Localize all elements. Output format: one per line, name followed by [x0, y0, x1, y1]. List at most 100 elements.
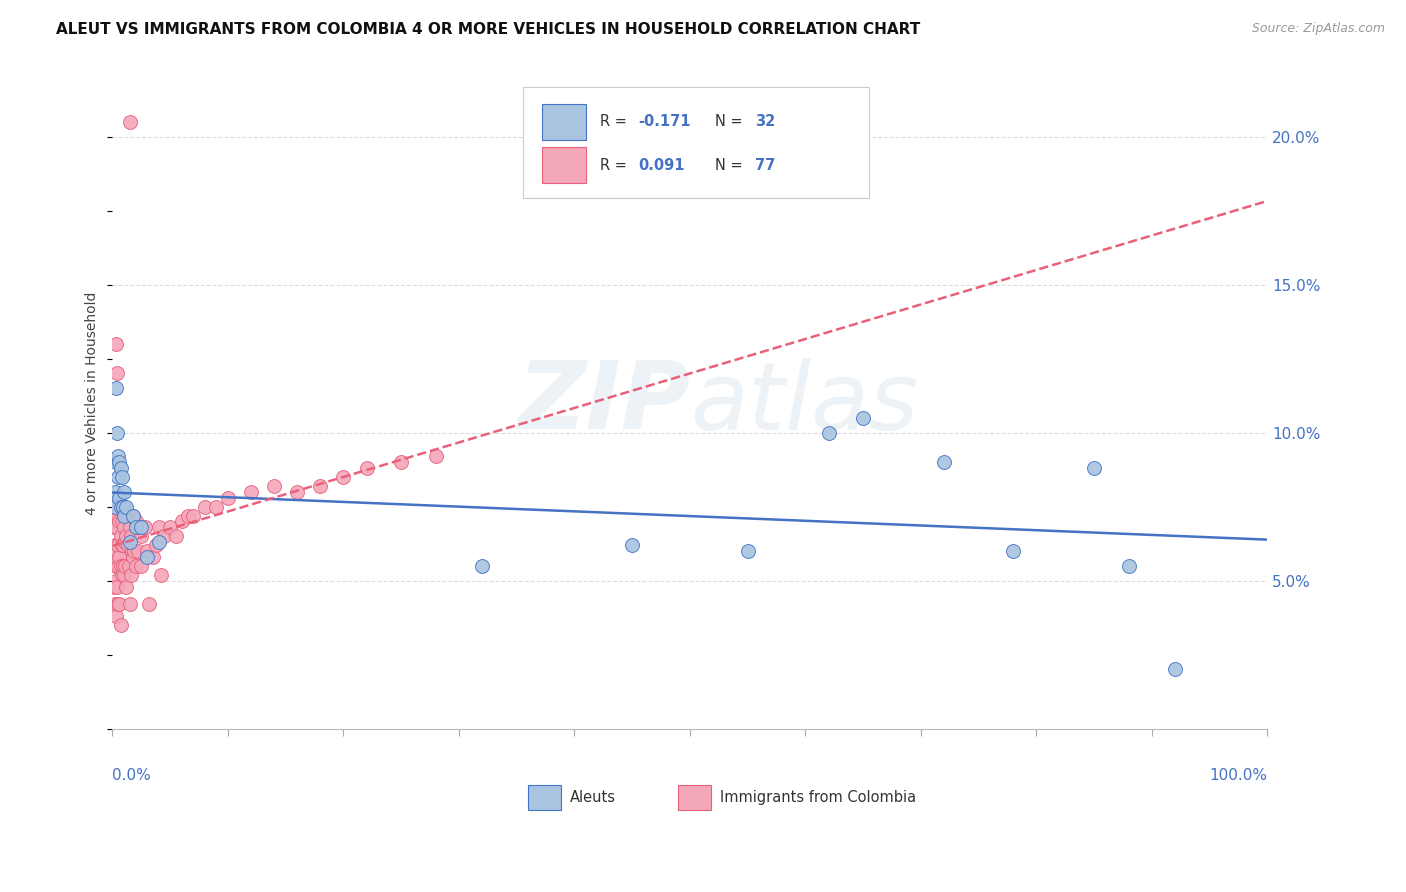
Point: [127, 544, 149, 558]
Point: [104, 609, 127, 624]
Point: [148, 535, 170, 549]
Bar: [679, 785, 711, 810]
Point: [104, 558, 127, 573]
Point: [104, 381, 127, 395]
Point: [110, 529, 132, 543]
Point: [124, 558, 146, 573]
Point: [217, 491, 239, 505]
Point: [105, 367, 128, 381]
Point: [108, 549, 131, 564]
Point: [194, 500, 217, 514]
Point: [136, 549, 159, 564]
Point: [105, 580, 128, 594]
Point: [111, 500, 134, 514]
Point: [103, 580, 125, 594]
Point: [118, 535, 141, 549]
Text: atlas: atlas: [690, 358, 918, 449]
Point: [205, 500, 228, 514]
Point: [159, 520, 181, 534]
Point: [105, 425, 128, 440]
Point: [104, 520, 127, 534]
Point: [121, 544, 143, 558]
Point: [105, 544, 128, 558]
Point: [332, 470, 354, 484]
Point: [107, 508, 129, 523]
Point: [138, 598, 160, 612]
Text: N =: N =: [716, 158, 748, 173]
Point: [124, 515, 146, 529]
Text: N =: N =: [716, 114, 748, 129]
Point: [104, 455, 127, 469]
Point: [309, 479, 332, 493]
Point: [104, 549, 127, 564]
Text: Aleuts: Aleuts: [569, 790, 616, 805]
Text: ZIP: ZIP: [517, 357, 690, 449]
Bar: [529, 785, 561, 810]
Point: [285, 484, 308, 499]
Point: [108, 515, 131, 529]
Point: [153, 529, 176, 543]
Point: [104, 538, 127, 552]
Point: [107, 558, 129, 573]
Point: [104, 500, 127, 514]
Point: [104, 508, 127, 523]
Point: [1164, 663, 1187, 677]
Point: [170, 515, 193, 529]
Point: [176, 508, 198, 523]
Point: [131, 558, 153, 573]
Point: [120, 529, 142, 543]
Text: Immigrants from Colombia: Immigrants from Colombia: [720, 790, 917, 805]
Point: [111, 558, 134, 573]
Point: [621, 538, 644, 552]
Point: [122, 549, 145, 564]
Point: [425, 450, 447, 464]
Point: [114, 535, 136, 549]
Point: [117, 538, 139, 552]
Point: [142, 549, 165, 564]
Point: [111, 567, 134, 582]
Text: Source: ZipAtlas.com: Source: ZipAtlas.com: [1251, 22, 1385, 36]
Point: [183, 508, 205, 523]
Point: [131, 520, 153, 534]
Point: [110, 500, 132, 514]
Point: [737, 544, 759, 558]
Point: [389, 455, 412, 469]
Point: [356, 461, 378, 475]
Point: [122, 508, 145, 523]
Y-axis label: 4 or more Vehicles in Household: 4 or more Vehicles in Household: [86, 292, 100, 515]
Point: [263, 479, 285, 493]
Point: [108, 598, 131, 612]
Point: [103, 520, 125, 534]
Point: [120, 567, 142, 582]
Point: [148, 520, 170, 534]
Point: [108, 455, 131, 469]
Text: R =: R =: [600, 114, 631, 129]
Point: [118, 115, 141, 129]
Text: 77: 77: [755, 158, 775, 173]
Point: [111, 470, 134, 484]
Point: [1002, 544, 1025, 558]
Point: [145, 538, 167, 552]
Point: [111, 538, 134, 552]
Point: [107, 538, 129, 552]
Point: [112, 567, 135, 582]
Point: [112, 520, 135, 534]
Point: [852, 410, 875, 425]
Point: [1118, 558, 1140, 573]
Text: 100.0%: 100.0%: [1209, 768, 1267, 783]
Point: [471, 558, 494, 573]
Text: R =: R =: [600, 158, 631, 173]
Point: [103, 549, 125, 564]
Bar: [543, 147, 586, 183]
Point: [107, 598, 129, 612]
Point: [110, 461, 132, 475]
Point: [150, 567, 173, 582]
Point: [118, 520, 141, 534]
Bar: [543, 103, 586, 140]
Point: [115, 500, 138, 514]
Point: [817, 425, 839, 440]
Point: [104, 598, 127, 612]
Point: [104, 337, 127, 351]
Point: [110, 558, 132, 573]
Point: [104, 484, 127, 499]
